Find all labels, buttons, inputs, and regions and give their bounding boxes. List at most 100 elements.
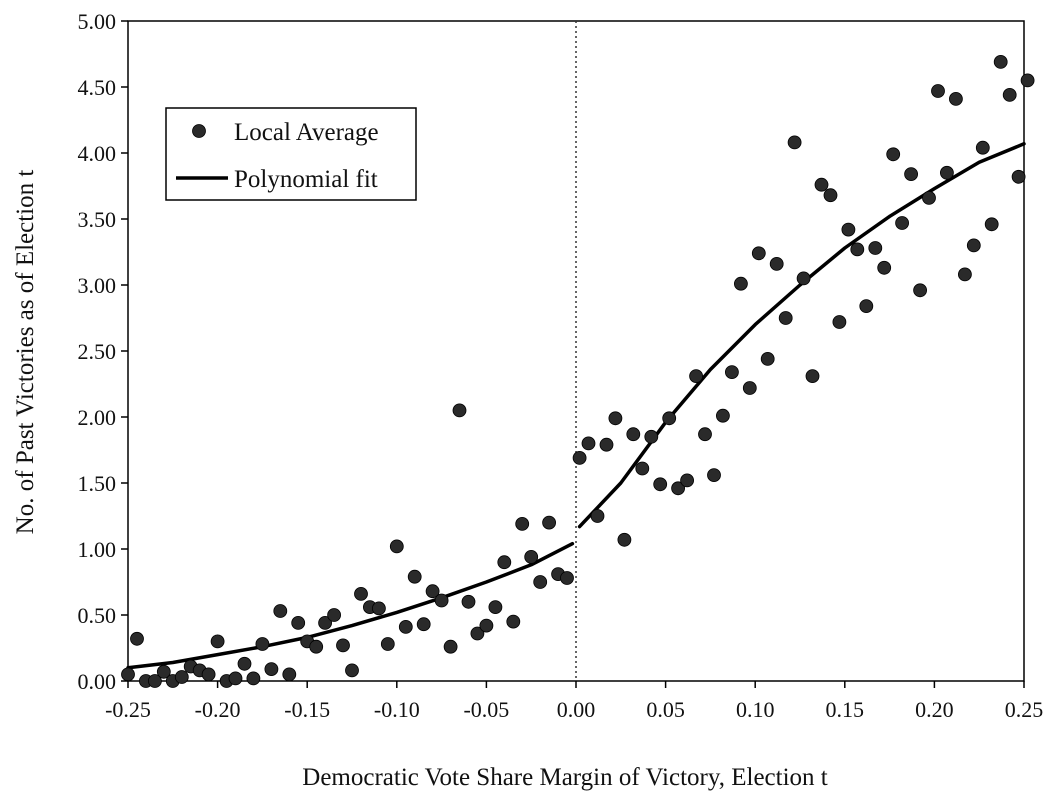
local-average-point xyxy=(309,639,324,654)
local-average-point xyxy=(868,241,883,255)
local-average-point xyxy=(698,427,712,442)
y-axis-title: No. of Past Victories as of Election t xyxy=(12,170,39,535)
local-average-point xyxy=(407,569,422,584)
x-axis-title: Democratic Vote Share Margin of Victory,… xyxy=(302,764,828,791)
local-average-point xyxy=(264,662,279,676)
local-average-point xyxy=(590,509,605,523)
local-average-point xyxy=(542,515,556,530)
x-tick-label: -0.20 xyxy=(195,697,241,722)
local-average-point xyxy=(470,626,485,641)
local-average-point xyxy=(940,165,954,180)
local-average-point xyxy=(291,616,306,630)
local-average-point xyxy=(805,369,820,384)
x-tick-label: -0.25 xyxy=(105,697,151,722)
local-average-point xyxy=(841,222,856,237)
local-average-point xyxy=(725,365,739,380)
local-average-point xyxy=(572,450,587,465)
local-average-point xyxy=(689,369,703,384)
local-average-point xyxy=(443,639,458,654)
local-average-point xyxy=(434,593,449,608)
local-average-point xyxy=(778,311,793,325)
local-average-point xyxy=(877,260,892,275)
local-average-point xyxy=(984,217,999,232)
y-tick-label: 0.50 xyxy=(78,603,117,628)
local-average-point xyxy=(958,267,972,282)
local-average-point xyxy=(461,594,476,609)
local-average-point xyxy=(380,637,395,651)
y-tick-label: 4.50 xyxy=(78,75,117,100)
local-average-point xyxy=(515,517,530,531)
local-average-point xyxy=(787,135,802,150)
x-tick-label: 0.15 xyxy=(826,697,865,722)
local-average-point xyxy=(599,437,614,452)
x-tick-label: 0.10 xyxy=(736,697,775,722)
local-average-point xyxy=(506,614,521,629)
local-average-point xyxy=(751,246,766,261)
local-average-point xyxy=(832,315,847,329)
local-average-point xyxy=(886,147,901,162)
local-average-point xyxy=(680,473,694,488)
local-average-point xyxy=(617,532,632,547)
local-average-point xyxy=(318,616,333,630)
local-average-point xyxy=(904,167,918,182)
local-average-point xyxy=(354,587,368,601)
local-average-point xyxy=(626,427,641,442)
local-average-point xyxy=(237,656,252,671)
local-average-point xyxy=(121,667,135,682)
local-average-point xyxy=(913,283,927,298)
local-average-point xyxy=(327,608,342,622)
local-average-point xyxy=(671,481,685,496)
local-average-point xyxy=(425,584,440,599)
local-average-point xyxy=(716,408,730,423)
local-average-point xyxy=(345,663,359,678)
x-tick-label: 0.05 xyxy=(646,697,685,722)
local-average-point xyxy=(156,664,171,679)
local-average-point xyxy=(533,575,548,589)
local-average-point xyxy=(246,671,261,686)
y-tick-label: 5.00 xyxy=(78,9,117,34)
x-tick-label: -0.15 xyxy=(284,697,330,722)
legend-label: Polynomial fit xyxy=(234,166,378,193)
local-average-point xyxy=(282,667,297,682)
x-tick-label: 0.20 xyxy=(915,697,954,722)
local-average-point xyxy=(823,188,838,203)
local-average-point xyxy=(949,92,963,106)
local-average-point xyxy=(895,216,909,230)
local-average-point xyxy=(1011,169,1026,184)
local-average-point xyxy=(371,601,386,616)
x-tick-label: -0.10 xyxy=(374,697,420,722)
y-tick-label: 4.00 xyxy=(78,141,117,166)
y-tick-label: 2.00 xyxy=(78,405,117,430)
local-average-point xyxy=(850,242,865,257)
local-average-point xyxy=(796,271,811,286)
local-average-point xyxy=(479,618,494,633)
local-average-point xyxy=(452,403,467,418)
legend-box xyxy=(165,107,417,201)
local-average-point xyxy=(488,600,503,614)
local-average-point xyxy=(966,238,981,253)
local-average-point xyxy=(644,429,659,444)
local-average-point xyxy=(993,55,1008,69)
local-average-point xyxy=(975,140,990,155)
local-average-point xyxy=(524,550,539,564)
x-tick-label: 0.25 xyxy=(1005,697,1044,722)
local-average-point xyxy=(497,555,512,570)
local-average-point xyxy=(734,276,748,291)
local-average-point xyxy=(922,190,936,205)
local-average-point xyxy=(174,670,189,684)
x-tick-label: -0.05 xyxy=(463,697,509,722)
local-average-point xyxy=(398,620,413,634)
local-average-point xyxy=(201,667,216,682)
y-tick-label: 0.00 xyxy=(78,669,117,694)
y-tick-label: 3.50 xyxy=(78,207,117,232)
local-average-point xyxy=(653,477,668,492)
local-average-point xyxy=(662,411,677,426)
local-average-point xyxy=(255,637,270,651)
local-average-point xyxy=(1002,88,1017,102)
local-average-point xyxy=(760,351,775,366)
local-average-point xyxy=(707,468,721,483)
local-average-point xyxy=(130,631,144,646)
local-average-point xyxy=(389,539,404,554)
